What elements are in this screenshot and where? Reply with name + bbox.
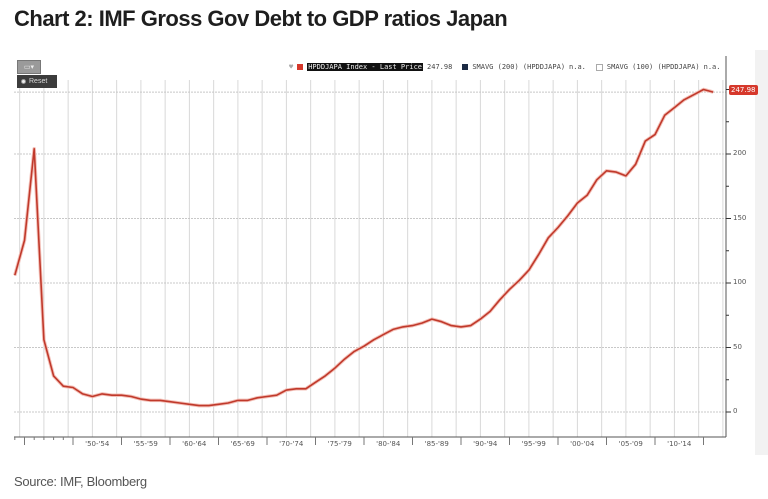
x-tick-label: '90-'94 [473, 440, 498, 448]
legend-swatch-last-price [297, 64, 304, 70]
legend-label-smavg-100[interactable]: SMAVG (100) (HPDDJAPA) [606, 63, 700, 71]
x-tick-label: '10-'14 [667, 440, 692, 448]
source-note: Source: IMF, Bloomberg [14, 474, 147, 489]
x-tick-label: '00-'04 [570, 440, 595, 448]
reset-icon [21, 79, 26, 84]
reset-label: Reset [29, 78, 48, 85]
x-tick-label: '60-'64 [182, 440, 207, 448]
last-value-badge: 247.98 [729, 85, 758, 95]
y-tick-label: 0 [733, 407, 738, 415]
x-tick-label: '85-'89 [424, 440, 449, 448]
reset-button[interactable]: Reset [17, 75, 57, 88]
series-line-last-price [14, 88, 714, 407]
plot-area [14, 80, 726, 437]
legend-label-smavg-200[interactable]: SMAVG (200) (HPDDJAPA) [472, 63, 566, 71]
x-tick-label: '95-'99 [521, 440, 546, 448]
x-tick-label: '65-'69 [230, 440, 255, 448]
y-tick-label: 200 [733, 149, 747, 157]
x-tick-label: '70-'74 [279, 440, 304, 448]
pin-icon[interactable]: ♥ [289, 63, 294, 71]
axis-panel-background [755, 50, 768, 455]
chart-type-icon: ▭▾ [23, 64, 35, 71]
legend: ♥ HPDDJAPA Index - Last Price 247.98 SMA… [289, 63, 720, 71]
legend-swatch-smavg-200 [462, 64, 469, 70]
legend-value-last-price: 247.98 [427, 63, 453, 71]
x-tick-label: '55-'59 [133, 440, 158, 448]
legend-label-last-price[interactable]: HPDDJAPA Index - Last Price [307, 63, 424, 71]
x-tick-label: '75-'79 [327, 440, 352, 448]
y-tick-label: 50 [733, 342, 742, 351]
chart-type-dropdown[interactable]: ▭▾ [17, 60, 41, 74]
legend-value-smavg-100: n.a. [703, 63, 721, 71]
legend-value-smavg-200: n.a. [569, 63, 586, 71]
x-tick-label: '05-'09 [618, 440, 643, 448]
y-tick-label: 100 [733, 278, 747, 286]
chart-toolbar: ▭▾ Reset [17, 60, 57, 88]
x-tick-label: '80-'84 [376, 440, 401, 448]
chart-title: Chart 2: IMF Gross Gov Debt to GDP ratio… [14, 6, 508, 31]
legend-swatch-smavg-100 [595, 63, 603, 71]
x-tick-label: '50-'54 [85, 440, 110, 448]
y-tick-label: 150 [733, 213, 747, 222]
